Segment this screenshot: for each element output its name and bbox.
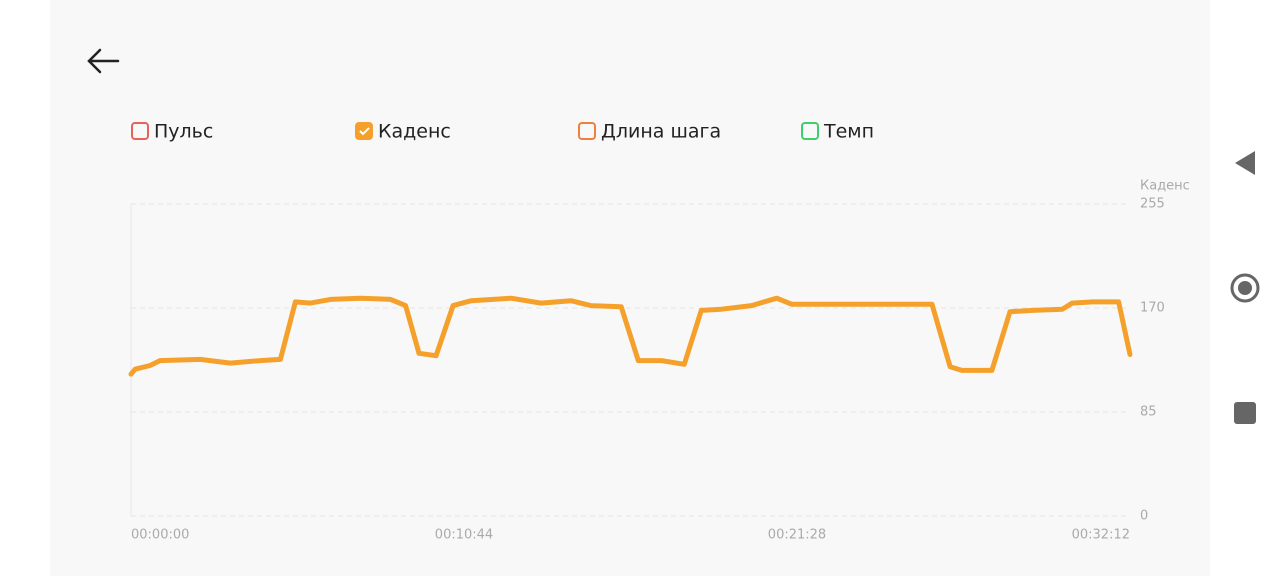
legend: Пульс Каденс Длина шага Темп: [131, 121, 874, 143]
checkbox: [131, 122, 149, 140]
chart: Каденс 0 85 170 255 00:00:00 00:10:44 00:21:28 0…: [128, 179, 1190, 543]
x-tick-label: 00:32:12: [1072, 528, 1130, 543]
y-tick-label: 255: [1140, 197, 1165, 212]
nav-recent[interactable]: [1234, 402, 1256, 424]
back-button[interactable]: [87, 48, 120, 74]
x-tick-label: 00:21:28: [768, 528, 826, 543]
legend-label: Длина шага: [601, 121, 721, 143]
y-tick-label: 170: [1140, 301, 1165, 316]
legend-label: Каденс: [378, 121, 451, 143]
panel: [50, 0, 1210, 576]
cadence-line: [128, 295, 1133, 377]
y-axis-title: Каденс: [1140, 179, 1190, 194]
nav-back[interactable]: [1235, 151, 1255, 175]
y-tick-label: 0: [1140, 509, 1148, 524]
legend-item[interactable]: Темп: [801, 121, 874, 143]
x-tick-label: 00:10:44: [435, 528, 493, 543]
legend-label: Пульс: [154, 121, 213, 143]
checkbox: [578, 122, 596, 140]
nav-home-dot: [1238, 281, 1252, 295]
check-mark: [359, 127, 370, 136]
legend-item[interactable]: Пульс: [131, 121, 213, 143]
x-tick-label: 00:00:00: [131, 528, 189, 543]
y-tick-label: 85: [1140, 405, 1157, 420]
legend-item[interactable]: Каденс: [355, 121, 451, 143]
nav-home[interactable]: [1230, 273, 1260, 303]
checkbox: [801, 122, 819, 140]
legend-label: Темп: [823, 121, 874, 143]
legend-item[interactable]: Длина шага: [578, 121, 721, 143]
checkbox: [355, 122, 373, 140]
